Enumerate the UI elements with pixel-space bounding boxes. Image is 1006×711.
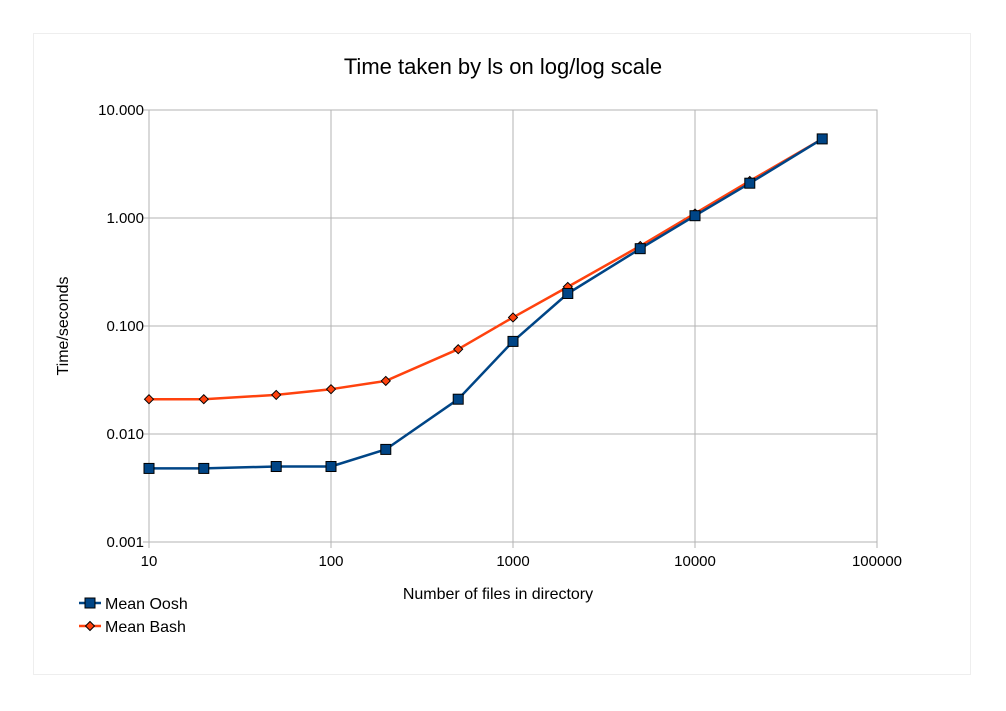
data-point-mean-bash <box>143 393 155 405</box>
data-point-mean-oosh <box>744 177 756 189</box>
legend: Mean Oosh Mean Bash <box>79 596 188 636</box>
series-mean-bash <box>143 133 828 405</box>
legend-item-mean-oosh: Mean Oosh <box>79 596 188 613</box>
x-tick-label: 100 <box>318 553 343 570</box>
x-tick-label: 100000 <box>852 553 902 570</box>
data-point-mean-bash <box>453 343 464 355</box>
data-point-mean-oosh <box>634 243 646 255</box>
chart-title: Time taken by ls on log/log scale <box>344 54 662 79</box>
data-point-mean-oosh <box>380 443 392 455</box>
series-mean-oosh <box>143 133 828 474</box>
y-tick-label: 0.100 <box>106 318 144 335</box>
data-point-mean-oosh <box>270 461 282 473</box>
y-tick-label: 0.010 <box>106 426 144 443</box>
grid-lines <box>143 109 878 548</box>
plot-area-border <box>148 109 878 543</box>
data-point-mean-bash <box>198 393 209 405</box>
data-point-mean-oosh <box>507 335 519 347</box>
legend-marker-mean-oosh <box>84 597 96 609</box>
data-point-mean-bash <box>380 375 391 387</box>
series-line-mean-bash <box>149 137 823 401</box>
data-point-mean-oosh <box>452 393 464 405</box>
series-line-mean-oosh <box>149 137 823 470</box>
data-point-mean-bash <box>271 389 282 401</box>
legend-marker-mean-bash <box>84 620 96 632</box>
data-point-mean-bash <box>325 383 337 395</box>
y-axis-tick-labels: 0.001 0.010 0.100 1.000 10.000 <box>98 102 144 551</box>
x-tick-label: 10 <box>141 553 158 570</box>
y-tick-label: 1.000 <box>106 210 144 227</box>
data-point-mean-oosh <box>562 287 574 299</box>
y-tick-label: 0.001 <box>106 534 144 551</box>
legend-label-mean-bash: Mean Bash <box>105 619 186 636</box>
y-tick-label: 10.000 <box>98 102 144 119</box>
x-tick-label: 1000 <box>496 553 529 570</box>
data-series <box>143 133 828 474</box>
x-tick-label: 10000 <box>674 553 716 570</box>
data-point-mean-bash <box>507 312 519 323</box>
data-point-mean-oosh <box>198 462 210 474</box>
data-point-mean-oosh <box>816 133 828 145</box>
y-axis-title: Time/seconds <box>55 277 72 376</box>
x-axis-tick-labels: 10 100 1000 10000 100000 <box>141 553 902 570</box>
data-point-mean-oosh <box>325 461 337 473</box>
x-axis-title: Number of files in directory <box>403 586 593 603</box>
legend-label-mean-oosh: Mean Oosh <box>105 596 188 613</box>
data-point-mean-oosh <box>143 462 155 474</box>
legend-item-mean-bash: Mean Bash <box>79 619 186 636</box>
data-point-mean-oosh <box>689 210 701 222</box>
